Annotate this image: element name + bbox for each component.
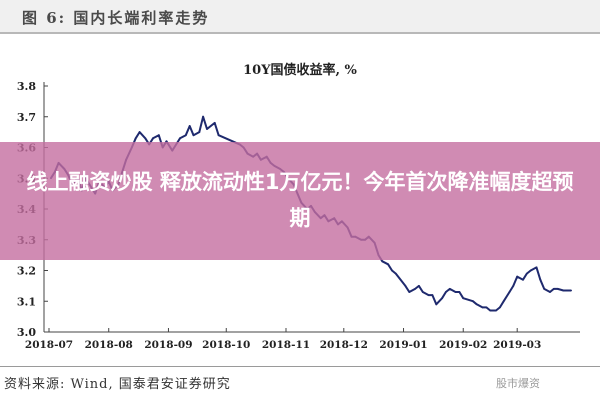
data-point [454, 291, 457, 293]
data-point [165, 140, 168, 143]
data-point [481, 306, 484, 309]
x-tick-label: 2018-09 [144, 339, 192, 351]
watermark-logo: 股市爆资 [496, 377, 540, 390]
figure-bottom-rule [0, 366, 600, 367]
data-point [404, 285, 407, 287]
data-point [192, 134, 195, 137]
promo-banner[interactable]: 线上融资炒股 释放流动性1万亿元！今年首次降准幅度超预期 [0, 142, 600, 260]
data-point [418, 285, 420, 287]
data-point [549, 291, 551, 293]
data-point [556, 288, 559, 290]
x-tick-label: 2018-11 [262, 339, 310, 351]
data-point [472, 300, 474, 303]
data-point [495, 309, 497, 312]
data-point [462, 297, 465, 300]
data-point [213, 122, 216, 124]
data-point [435, 303, 438, 306]
data-point [458, 291, 461, 293]
data-point [391, 269, 393, 272]
data-point [152, 137, 154, 140]
data-point [566, 289, 569, 292]
data-point [516, 275, 519, 278]
data-point [202, 115, 205, 118]
data-point [421, 291, 424, 293]
data-point [502, 300, 505, 303]
data-point [543, 288, 546, 290]
data-point [522, 278, 524, 281]
y-tick-label: 3.2 [17, 265, 36, 278]
data-point [206, 128, 208, 130]
y-tick-label: 3.0 [17, 326, 36, 339]
chart-title: 10Y国债收益率, % [243, 62, 357, 78]
data-point [441, 297, 443, 300]
data-point [179, 137, 181, 140]
data-point [431, 294, 434, 296]
data-point [414, 288, 416, 290]
y-tick-label: 3.8 [17, 80, 36, 93]
data-point [445, 291, 447, 293]
data-point [475, 303, 478, 306]
y-tick-label: 3.7 [17, 111, 36, 124]
source-note: 资料来源: Wind, 国泰君安证券研究 [4, 377, 231, 392]
data-point [394, 272, 397, 275]
x-tick-label: 2018-10 [202, 339, 250, 351]
data-point [562, 289, 565, 292]
data-point [427, 294, 430, 296]
data-point [217, 134, 220, 137]
data-point [134, 137, 137, 140]
banner-headline[interactable]: 线上融资炒股 释放流动性1万亿元！今年首次降准幅度超预期 [26, 170, 574, 230]
data-point [529, 269, 532, 272]
x-axis: 2018-07 2018-08 2018-09 2018-10 2018-11 2018-… [25, 328, 580, 351]
data-point [508, 291, 511, 293]
data-point [138, 131, 141, 134]
x-tick-label: 2019-02 [439, 339, 487, 351]
data-point [535, 266, 538, 269]
data-point [485, 306, 488, 309]
data-point [157, 134, 160, 137]
figure-label: 图 6: 国内长端利率走势 [22, 9, 210, 27]
data-point [408, 291, 411, 293]
x-tick-label: 2019-03 [493, 339, 541, 351]
data-point [512, 285, 515, 287]
x-tick-label: 2018-07 [25, 339, 73, 351]
data-point [525, 272, 528, 275]
figure-header: 图 6: 国内长端利率走势 [0, 0, 600, 34]
data-point [144, 137, 147, 140]
data-point [387, 263, 389, 266]
data-point [381, 260, 384, 263]
data-point [188, 125, 191, 127]
data-point [499, 306, 501, 309]
data-point [184, 134, 187, 137]
x-tick-label: 2018-08 [85, 339, 133, 351]
data-point [489, 309, 492, 312]
y-tick-label: 3.1 [17, 295, 36, 308]
data-point [539, 278, 542, 281]
data-point [198, 131, 201, 134]
data-point [570, 289, 572, 292]
data-point [448, 288, 451, 290]
data-point [552, 288, 555, 290]
x-tick-label: 2018-12 [320, 339, 368, 351]
x-tick-label: 2019-01 [379, 339, 427, 351]
